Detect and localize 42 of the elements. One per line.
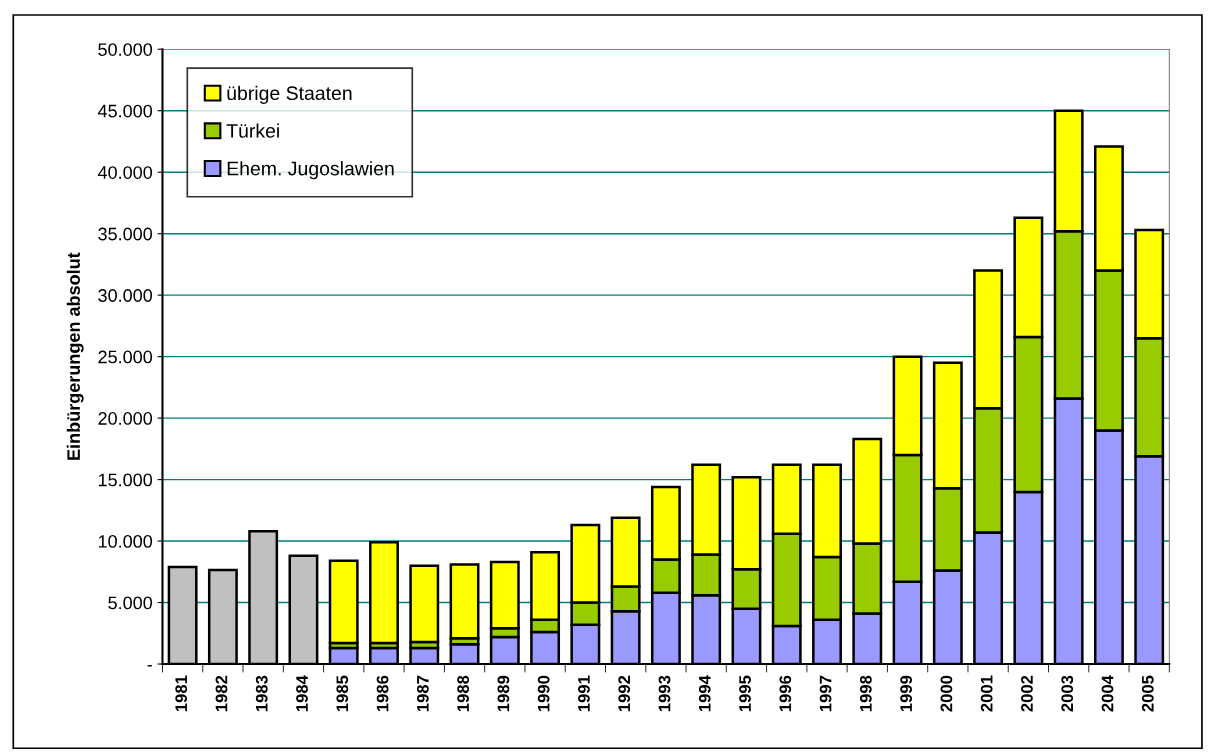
y-tick-label: 25.000 xyxy=(98,350,153,364)
x-tick-label: 1995 xyxy=(739,675,751,712)
legend-label: übrige Staaten xyxy=(227,85,352,104)
y-tick-label: 20.000 xyxy=(98,412,153,425)
x-tick-label: 1992 xyxy=(618,675,631,712)
x-tick-label: 1985 xyxy=(336,675,349,712)
y-tick-label: 35.000 xyxy=(98,227,153,241)
x-tick-label: 1996 xyxy=(779,675,792,712)
x-tick-label: 1983 xyxy=(255,675,268,712)
x-tick-label: 1999 xyxy=(900,675,913,712)
x-tick-label: 2005 xyxy=(1141,675,1154,712)
y-tick-label: 45.000 xyxy=(97,104,153,118)
legend-label: Türkei xyxy=(226,123,279,138)
y-tick-label: - xyxy=(147,665,152,667)
bar xyxy=(369,541,399,645)
x-tick-label: 1988 xyxy=(457,675,470,712)
x-tick-label: 1993 xyxy=(658,675,671,712)
legend-label: Ehem. Jugoslawien xyxy=(227,161,394,180)
x-tick-label: 2003 xyxy=(1061,675,1074,712)
y-tick-label: 5.000 xyxy=(108,596,153,610)
bar xyxy=(328,559,359,645)
y-tick-label: 50.000 xyxy=(98,43,153,56)
x-tick-label: 1998 xyxy=(859,675,872,712)
x-tick-label: 1984 xyxy=(296,675,308,712)
y-tick-label: 10.000 xyxy=(98,535,153,548)
x-tick-label: 1982 xyxy=(215,675,228,712)
y-tick-label: 15.000 xyxy=(98,473,153,487)
x-tick-label: 1994 xyxy=(698,675,711,712)
x-tick-label: 1986 xyxy=(376,675,389,712)
x-tick-label: 1981 xyxy=(175,675,188,712)
y-tick-label: 30.000 xyxy=(98,289,153,302)
x-tick-label: 1997 xyxy=(819,675,832,712)
y-tick-label: 40.000 xyxy=(97,166,153,179)
x-tick-label: 2001 xyxy=(980,675,993,712)
x-tick-label: 1987 xyxy=(416,675,429,712)
y-axis-title: Einbürgerungen absolut xyxy=(66,252,84,460)
x-tick-label: 2000 xyxy=(940,675,953,712)
x-tick-label: 1990 xyxy=(537,675,550,712)
x-tick-label: 1989 xyxy=(497,675,510,712)
x-tick-label: 2004 xyxy=(1101,675,1114,712)
x-tick-label: 2002 xyxy=(1021,675,1033,712)
x-tick-label: 1991 xyxy=(578,675,590,712)
